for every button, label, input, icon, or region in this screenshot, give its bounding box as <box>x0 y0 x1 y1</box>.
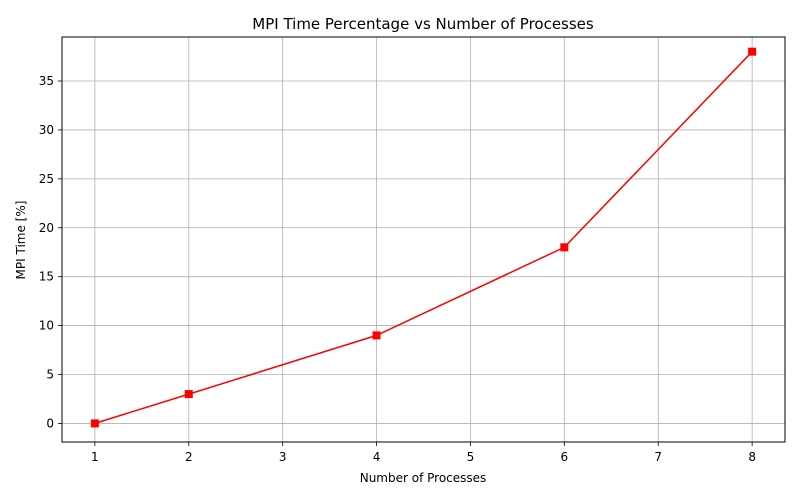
data-point-marker <box>748 47 757 56</box>
x-tick-label: 8 <box>748 450 756 464</box>
y-tick-label: 5 <box>46 368 54 382</box>
y-axis-label: MPI Time [%] <box>14 201 28 280</box>
y-tick-label: 30 <box>39 123 54 137</box>
y-tick-label: 20 <box>39 221 54 235</box>
x-tick-label: 2 <box>185 450 193 464</box>
data-point-marker <box>560 243 569 252</box>
x-tick-label: 4 <box>373 450 381 464</box>
plot-frame <box>61 36 786 443</box>
x-tick-label: 7 <box>654 450 662 464</box>
data-point-marker <box>184 390 193 399</box>
y-tick-label: 35 <box>39 74 54 88</box>
x-tick-label: 1 <box>91 450 99 464</box>
chart-title: MPI Time Percentage vs Number of Process… <box>252 15 594 33</box>
x-axis-label: Number of Processes <box>360 471 487 485</box>
y-tick-label: 25 <box>39 172 54 186</box>
x-tick-label: 6 <box>561 450 569 464</box>
series-group <box>90 47 757 428</box>
x-tick-label: 3 <box>279 450 287 464</box>
y-tick-label: 15 <box>39 270 54 284</box>
data-point-marker <box>90 419 99 428</box>
data-point-marker <box>372 331 381 340</box>
y-tick-label: 0 <box>46 416 54 430</box>
y-tick-label: 10 <box>39 319 54 333</box>
x-tick-label: 5 <box>467 450 475 464</box>
series-line <box>94 51 753 425</box>
ticks: 1 2 3 4 5 6 7 8 0 5 10 15 20 25 30 35 <box>39 74 756 464</box>
grid <box>62 37 785 442</box>
